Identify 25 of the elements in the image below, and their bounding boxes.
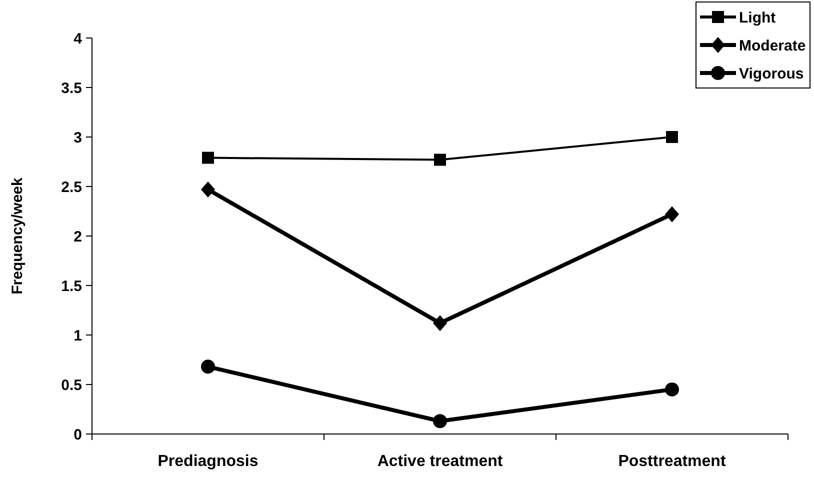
y-tick-label: 2	[74, 228, 82, 246]
y-tick-label: 3.5	[61, 80, 82, 97]
x-tick-label: Active treatment	[377, 453, 504, 470]
y-tick-label: 0.5	[61, 376, 82, 394]
point	[665, 206, 679, 222]
x-tick-label: Posttreatment	[618, 453, 726, 470]
y-tick-label: 3	[74, 129, 82, 146]
legend-label: Light	[739, 9, 776, 26]
point	[201, 181, 215, 198]
x-tick-label: Prediagnosis	[158, 453, 258, 470]
y-tick-label: 4	[74, 30, 83, 48]
legend-label: Vigorous	[739, 65, 804, 82]
y-tick-label: 0	[74, 426, 82, 444]
point	[666, 131, 678, 143]
point	[434, 154, 446, 166]
point	[665, 382, 679, 396]
y-tick-label: 1.5	[61, 278, 82, 295]
point	[201, 360, 215, 374]
y-axis-title: Frequency/week	[9, 176, 26, 294]
y-tick-label: 2.5	[61, 178, 82, 196]
point	[433, 414, 447, 428]
legend-label: Moderate	[739, 37, 806, 54]
point	[202, 152, 214, 164]
y-tick-label: 1	[74, 327, 82, 344]
point	[433, 315, 447, 332]
